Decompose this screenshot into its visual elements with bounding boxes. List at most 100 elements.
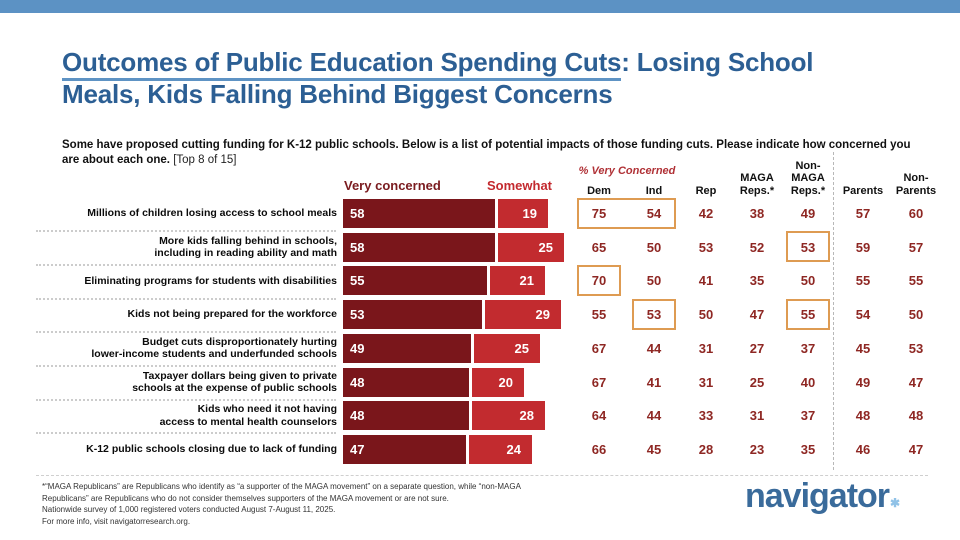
table-value: 70: [591, 273, 607, 289]
column-header-parents: Parents: [842, 184, 884, 197]
row-label: Kids not being prepared for the workforc…: [127, 308, 337, 321]
table-value: 55: [855, 273, 871, 289]
table-value: 27: [749, 340, 765, 356]
table-value: 65: [591, 239, 607, 255]
row-separator: [36, 230, 336, 233]
row-label: Millions of children losing access to sc…: [87, 207, 337, 220]
table-value: 53: [698, 239, 714, 255]
highlight-box: [577, 264, 621, 296]
row-label: Kids who need it not having access to men…: [159, 403, 337, 428]
bar-somewhat: 20: [472, 367, 524, 397]
column-header-dem: Dem: [587, 184, 611, 197]
legend-somewhat: Somewhat: [487, 178, 553, 193]
column-header-ind: Ind: [645, 184, 663, 197]
table-value: 75: [591, 206, 607, 221]
table-value: 50: [646, 273, 662, 289]
table-value: 50: [800, 273, 816, 289]
bar-very-concerned: 55: [343, 266, 487, 296]
row-separator: [36, 331, 336, 334]
table-value: 50: [908, 307, 924, 323]
footnote-line: Republicans” are Republicans who do not …: [42, 493, 449, 503]
bar-somewhat: 29: [485, 300, 561, 330]
table-value: 50: [646, 239, 662, 255]
table-value: 31: [698, 340, 714, 356]
bar-somewhat: 19: [498, 199, 548, 228]
bar-somewhat: 21: [490, 266, 545, 296]
table-value: 48: [908, 408, 924, 424]
row-separator: [36, 398, 336, 401]
table-value: 44: [646, 340, 662, 356]
subtitle-bold: Some have proposed cutting funding for K…: [62, 138, 911, 167]
table-value: 67: [591, 340, 607, 356]
table-value: 35: [749, 273, 765, 289]
row-label: K-12 public schools closing due to lack …: [86, 443, 337, 456]
navigator-logo: navigator✱: [745, 477, 945, 516]
table-value: 49: [855, 374, 871, 390]
table-value: 41: [646, 374, 662, 390]
table-value: 57: [855, 206, 871, 221]
highlight-box: [786, 298, 830, 330]
table-value: 40: [800, 374, 816, 390]
bar-very-concerned: 58: [343, 232, 495, 262]
table-value: 55: [591, 307, 607, 323]
bar-very-concerned: 53: [343, 300, 482, 330]
table-value: 38: [749, 206, 765, 221]
row-label: Budget cuts disproportionately hurting lo…: [91, 335, 337, 361]
column-divider: [833, 152, 834, 470]
table-value: 55: [908, 273, 924, 289]
column-header-magareps-: MAGA Reps.*: [739, 172, 775, 197]
table-value: 52: [749, 239, 765, 255]
table-value: 47: [749, 307, 765, 323]
table-value: 35: [800, 441, 816, 457]
table-value: 59: [855, 239, 871, 255]
row-label: More kids falling behind in schools, incl…: [154, 234, 337, 260]
title-underlined-text: Outcomes of Public Education Spending Cu…: [62, 47, 621, 81]
bar-very-concerned: 48: [343, 367, 469, 397]
bar-somewhat: 24: [469, 434, 532, 464]
table-value: 60: [908, 206, 924, 221]
column-header-non-parents: Non- Parents: [895, 172, 937, 197]
table-value: 67: [591, 374, 607, 390]
table-value: 66: [591, 441, 607, 457]
highlight-box: [786, 231, 830, 263]
table-value: 31: [698, 374, 714, 390]
highlight-box: [632, 298, 676, 330]
row-separator: [36, 297, 336, 300]
bottom-separator: [36, 475, 928, 476]
table-value: 50: [698, 307, 714, 323]
bar-very-concerned: 47: [343, 434, 466, 464]
table-value: 46: [855, 441, 871, 457]
table-value: 47: [908, 441, 924, 457]
table-value: 53: [800, 239, 816, 255]
table-value: 64: [591, 408, 607, 424]
table-value: 54: [855, 307, 871, 323]
table-value: 41: [698, 273, 714, 289]
table-value: 33: [698, 408, 714, 424]
row-label: Taxpayer dollars being given to private s…: [132, 369, 337, 394]
footnote: *“MAGA Republicans” are Republicans who …: [42, 481, 702, 527]
bar-very-concerned: 48: [343, 401, 469, 431]
bar-somewhat: 25: [498, 232, 564, 262]
table-value: 44: [646, 408, 662, 424]
legend-very-concerned: Very concerned: [344, 178, 441, 193]
table-value: 42: [698, 206, 714, 221]
row-separator: [36, 364, 336, 367]
table-value: 57: [908, 239, 924, 255]
column-header-rep: Rep: [695, 184, 717, 197]
table-value: 37: [800, 408, 816, 424]
top-accent-bar: [0, 0, 960, 13]
title-rest-text: : Losing School: [621, 47, 814, 77]
bar-very-concerned: 58: [343, 199, 495, 228]
row-separator: [36, 432, 336, 435]
survey-question-text: Some have proposed cutting funding for K…: [62, 138, 922, 169]
bar-somewhat: 25: [474, 333, 540, 363]
subtitle-note: [Top 8 of 15]: [170, 154, 237, 167]
table-value: 49: [800, 206, 816, 221]
table-value: 47: [908, 374, 924, 390]
table-value: 45: [855, 340, 871, 356]
footnote-line: *“MAGA Republicans” are Republicans who …: [42, 482, 521, 491]
bar-somewhat: 28: [472, 401, 545, 431]
highlight-box: [577, 197, 676, 229]
table-value: 53: [908, 340, 924, 356]
